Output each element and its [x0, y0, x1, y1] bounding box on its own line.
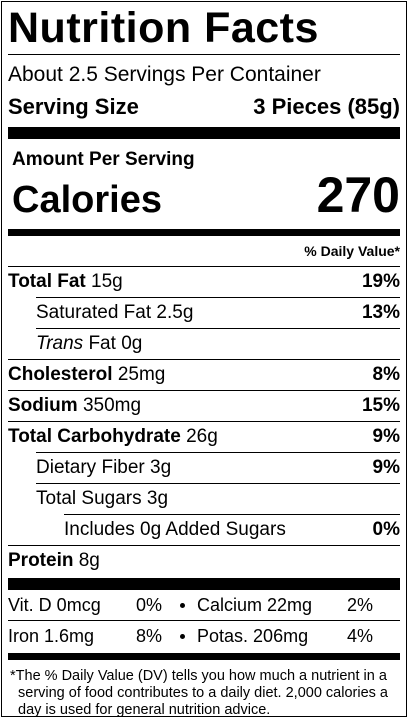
amount-per-serving: Amount Per Serving: [12, 149, 195, 170]
footnote: *The % Daily Value (DV) tells you how mu…: [10, 668, 388, 718]
nutrient-name: Trans: [36, 333, 84, 354]
nutrient-amount: 3g: [150, 457, 172, 478]
title: Nutrition Facts: [8, 4, 319, 52]
nutrient-name: Sodium: [8, 395, 78, 416]
nutrient-dv: 15%: [361, 395, 400, 416]
vitamin-dv: 0%: [136, 595, 163, 615]
nutrient-row: Protein 8g: [8, 545, 400, 576]
nutrient-row: Dietary Fiber 3g 9%: [36, 452, 400, 483]
bullet: [180, 602, 186, 608]
calories-label: Calories: [12, 179, 162, 221]
nutrient-row: Total Sugars 3g: [36, 483, 400, 514]
serving-size-label: Serving Size: [8, 94, 139, 119]
bullet: [180, 633, 186, 639]
nutrient-row: Saturated Fat 2.5g 13%: [36, 297, 400, 328]
vitamin-dv: 8%: [136, 626, 163, 646]
calories: Calories 270: [8, 167, 400, 223]
vitamin-row: Iron 1.6mg 8% Potas. 206mg 4%: [8, 620, 400, 651]
divider: [8, 653, 400, 660]
daily-value-header: % Daily Value*: [8, 236, 400, 267]
servings: About 2.5 Servings Per Container: [8, 63, 321, 86]
nutrient-amount: 26g: [186, 426, 218, 447]
nutrient-name: Dietary Fiber: [36, 457, 145, 478]
nutrient-amount: 350mg: [82, 395, 142, 416]
nutrient-row: Total Fat 15g 19%: [8, 267, 400, 297]
divider: [8, 578, 400, 590]
divider: [8, 54, 400, 55]
vitamin-name: Vit. D 0mcg: [8, 595, 101, 615]
vitamin-dv: 4%: [347, 626, 374, 646]
nutrient-row: Sodium 350mg 15%: [8, 390, 400, 421]
nutrient-amount: 0g: [121, 333, 143, 354]
nutrient-row: Trans Fat 0g: [36, 328, 400, 359]
nutrient-amount: 15g: [91, 271, 123, 292]
nutrient-row: Includes 0g Added Sugars 0%: [64, 514, 400, 545]
vitamin-name: Iron 1.6mg: [8, 626, 95, 646]
vitamin-row: Vit. D 0mcg 0% Calcium 22mg 2%: [8, 590, 400, 620]
vitamin-name: Calcium 22mg: [197, 595, 313, 615]
nutrient-amount: 2.5g: [156, 302, 194, 323]
nutrient-dv: 0%: [372, 519, 400, 540]
nutrient-name: Total Carbohydrate: [8, 426, 181, 447]
calories-value: 270: [316, 167, 400, 223]
nutrient-dv: 9%: [372, 426, 400, 447]
divider: [8, 229, 400, 236]
nutrient-dv: 9%: [372, 457, 400, 478]
nutrients: Total Fat 15g 19% Saturated Fat 2.5g 13% T…: [8, 267, 400, 576]
nutrient-name: Total Fat: [8, 271, 86, 292]
nutrient-amount: 3g: [146, 488, 169, 509]
serving-size: Serving Size 3 Pieces (85g): [8, 93, 400, 121]
serving-size-value: 3 Pieces (85g): [253, 94, 400, 119]
nutrient-name: Saturated Fat: [36, 302, 152, 323]
nutrient-row: Total Carbohydrate 26g 9%: [8, 421, 400, 452]
nutrient-dv: 13%: [361, 302, 400, 323]
nutrient-name: Cholesterol: [8, 364, 113, 385]
nutrient-name: Total Sugars: [36, 488, 142, 509]
nutrient-amount: 25mg: [117, 364, 166, 385]
nutrient-name: Protein: [8, 550, 74, 571]
divider: [8, 127, 400, 139]
nutrient-name: Includes 0g Added Sugars: [64, 519, 286, 540]
nutrient-row: Cholesterol 25mg 8%: [8, 359, 400, 390]
vitamin-name: Potas. 206mg: [197, 626, 309, 646]
nutrient-dv: 19%: [361, 271, 400, 292]
nutrient-name-rest: Fat: [88, 333, 116, 354]
nutrient-amount: 8g: [78, 550, 100, 571]
nutrient-dv: 8%: [372, 364, 400, 385]
vitamin-dv: 2%: [347, 595, 374, 615]
